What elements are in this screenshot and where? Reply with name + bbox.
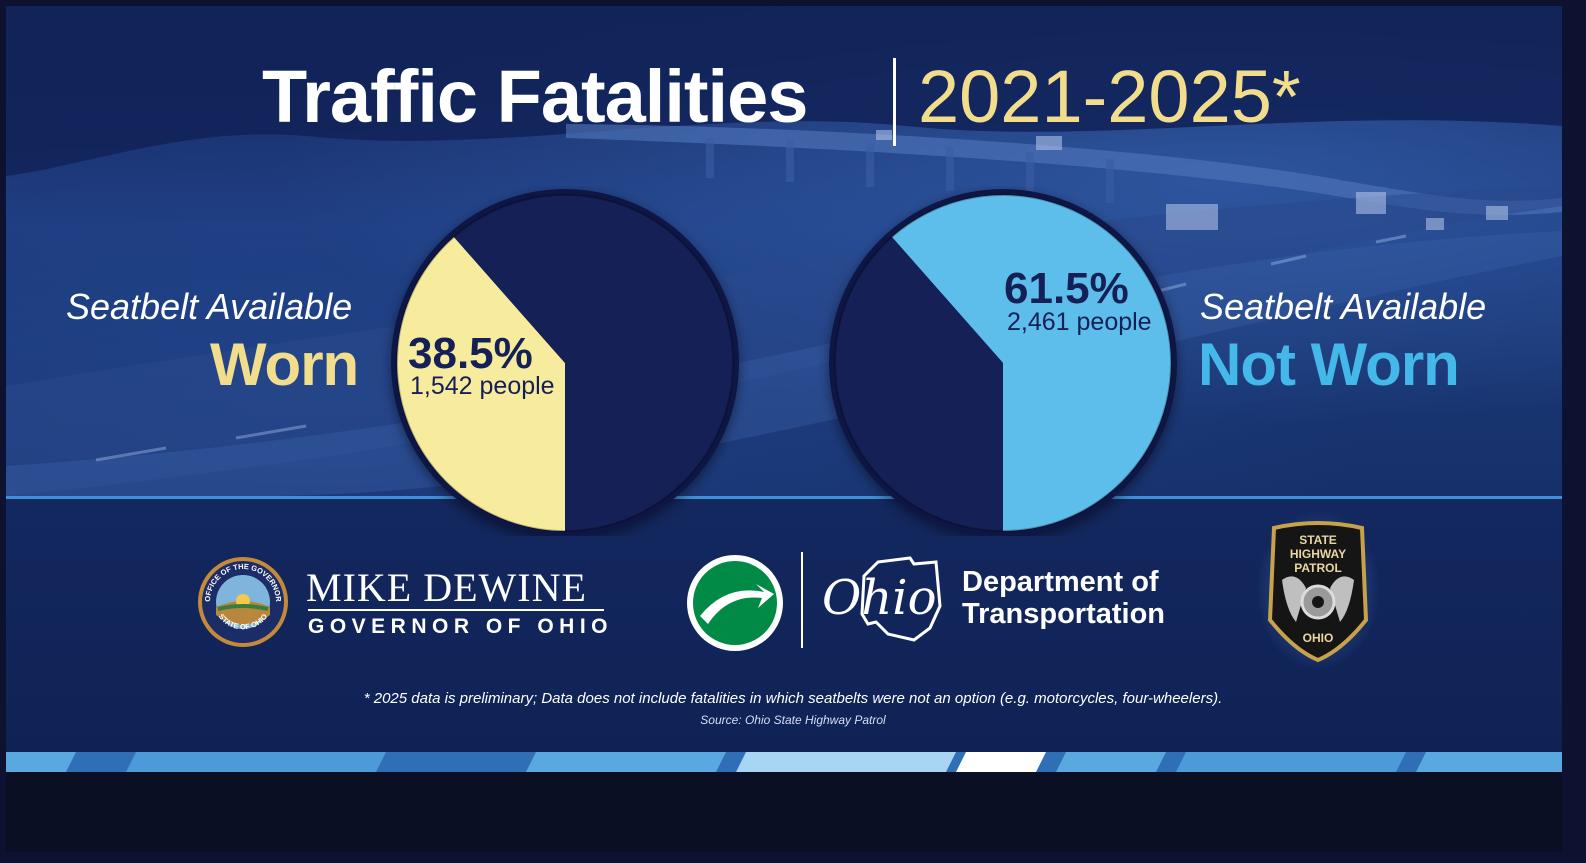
governor-title: GOVERNOR OF OHIO [308, 615, 614, 638]
badge-line3: PATROL [1294, 561, 1342, 575]
state-highway-patrol-badge-icon: STATE HIGHWAY PATROL OHIO [1256, 510, 1380, 670]
ohio-governor-seal-icon: OFFICE OF THE GOVERNOR STATE OF OHIO [198, 557, 288, 647]
page-title: Traffic Fatalities [262, 55, 808, 138]
left-label-big: Worn [210, 331, 359, 398]
pie-worn-percent-label: 38.5% [408, 329, 533, 378]
ohio-script-text: Ohio [822, 570, 937, 626]
pie-not-worn-percent-label: 61.5% [1004, 264, 1129, 313]
stripe-pattern [6, 752, 1562, 772]
governor-underline [308, 609, 604, 611]
footnote: * 2025 data is preliminary; Data does no… [363, 690, 1223, 707]
odot-line2: Transportation [962, 598, 1166, 630]
pie-slice-worn [835, 236, 1003, 532]
odot-line1: Department of [962, 566, 1159, 598]
right-label-big: Not Worn [1198, 331, 1460, 398]
footer-bar [6, 772, 1562, 852]
ohio-script-logo-icon: Ohio [822, 556, 942, 642]
highway-background [6, 6, 1562, 496]
odot-divider [801, 552, 803, 648]
badge-line4: OHIO [1303, 631, 1334, 645]
pie-rim [834, 194, 1172, 532]
pie-chart-not-worn: 61.5% 2,461 people [829, 189, 1177, 536]
pie-slice-not-worn [891, 195, 1171, 531]
pie-slice-worn [397, 236, 565, 532]
badge-line2: HIGHWAY [1290, 547, 1346, 561]
source-note: Source: Ohio State Highway Patrol [700, 713, 886, 727]
highway-illustration [6, 6, 1562, 496]
badge-line1: STATE [1299, 533, 1337, 547]
pie-not-worn-people-label: 2,461 people [1007, 308, 1152, 336]
title-divider [893, 58, 896, 146]
pie-chart-worn: 38.5% 1,542 people [391, 189, 739, 536]
odot-arrow-logo-icon [687, 555, 783, 651]
pie-slice-not-worn [453, 195, 733, 531]
bottom-stripes [6, 752, 1562, 772]
right-label-top: Seatbelt Available [1200, 286, 1487, 327]
pie-worn-people-label: 1,542 people [410, 372, 555, 400]
governor-name: MIKE DEWINE [306, 565, 587, 610]
title-block: Traffic Fatalities 2021-2025* [0, 54, 1586, 146]
left-label-top: Seatbelt Available [66, 286, 353, 327]
title-years: 2021-2025* [918, 55, 1301, 138]
pie-rim [396, 194, 734, 532]
